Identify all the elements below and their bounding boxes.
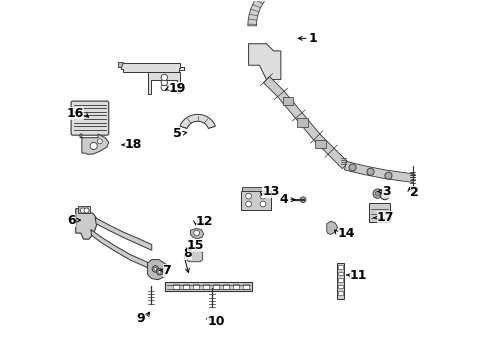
Circle shape (80, 208, 85, 213)
Polygon shape (327, 221, 338, 234)
Polygon shape (191, 228, 204, 239)
Circle shape (161, 74, 168, 81)
Circle shape (260, 193, 266, 199)
Polygon shape (248, 0, 307, 26)
Text: 8: 8 (183, 247, 192, 260)
Circle shape (245, 201, 251, 207)
Circle shape (194, 230, 199, 236)
Polygon shape (183, 284, 189, 289)
Circle shape (382, 193, 388, 198)
Text: 5: 5 (173, 127, 182, 140)
Text: 12: 12 (196, 215, 213, 228)
Text: 6: 6 (67, 214, 76, 227)
Polygon shape (297, 118, 308, 127)
Circle shape (349, 164, 356, 171)
Polygon shape (76, 209, 97, 239)
Text: 11: 11 (350, 269, 367, 282)
Circle shape (367, 168, 374, 175)
Polygon shape (91, 229, 159, 273)
Circle shape (161, 84, 168, 91)
Text: 16: 16 (67, 107, 84, 120)
Polygon shape (78, 206, 90, 213)
Polygon shape (338, 278, 343, 282)
FancyBboxPatch shape (71, 101, 109, 135)
Text: 3: 3 (382, 185, 391, 198)
Text: 9: 9 (137, 311, 146, 325)
Polygon shape (118, 62, 123, 67)
Polygon shape (344, 162, 414, 183)
Circle shape (84, 208, 89, 213)
Polygon shape (147, 260, 168, 280)
Circle shape (152, 266, 159, 272)
Circle shape (300, 197, 306, 203)
Text: 4: 4 (279, 193, 288, 206)
Polygon shape (338, 291, 343, 295)
Text: 18: 18 (125, 138, 142, 151)
Polygon shape (243, 187, 270, 191)
Circle shape (245, 193, 251, 199)
Polygon shape (166, 282, 252, 291)
Polygon shape (203, 284, 209, 289)
Polygon shape (80, 134, 109, 154)
Circle shape (380, 190, 390, 200)
Polygon shape (337, 263, 344, 299)
Text: 19: 19 (169, 82, 186, 95)
Polygon shape (172, 284, 179, 289)
Circle shape (90, 142, 97, 149)
Polygon shape (180, 114, 216, 129)
Circle shape (373, 189, 382, 198)
Polygon shape (368, 203, 390, 222)
Polygon shape (213, 284, 219, 289)
Circle shape (158, 270, 161, 273)
Text: 13: 13 (262, 185, 280, 198)
Circle shape (161, 79, 168, 86)
Polygon shape (264, 77, 348, 169)
Polygon shape (338, 272, 343, 275)
Circle shape (385, 172, 392, 179)
Polygon shape (315, 140, 326, 148)
Text: 1: 1 (309, 32, 318, 45)
Circle shape (375, 191, 380, 196)
Text: 15: 15 (187, 239, 204, 252)
Polygon shape (338, 285, 343, 288)
Circle shape (260, 201, 266, 207)
Polygon shape (338, 265, 343, 269)
Polygon shape (187, 251, 203, 262)
Circle shape (97, 139, 102, 144)
Polygon shape (233, 284, 239, 289)
Text: 2: 2 (410, 186, 419, 199)
Polygon shape (193, 284, 199, 289)
Polygon shape (122, 63, 180, 72)
Polygon shape (248, 44, 281, 80)
Circle shape (154, 267, 157, 270)
Polygon shape (241, 191, 271, 211)
Text: 14: 14 (338, 226, 355, 239)
Polygon shape (95, 218, 152, 250)
Polygon shape (243, 284, 249, 289)
Polygon shape (148, 72, 180, 94)
Polygon shape (283, 97, 294, 105)
Text: 10: 10 (207, 315, 225, 328)
Text: 17: 17 (377, 211, 394, 224)
Circle shape (156, 269, 163, 275)
Polygon shape (223, 284, 229, 289)
Text: 7: 7 (163, 264, 172, 277)
